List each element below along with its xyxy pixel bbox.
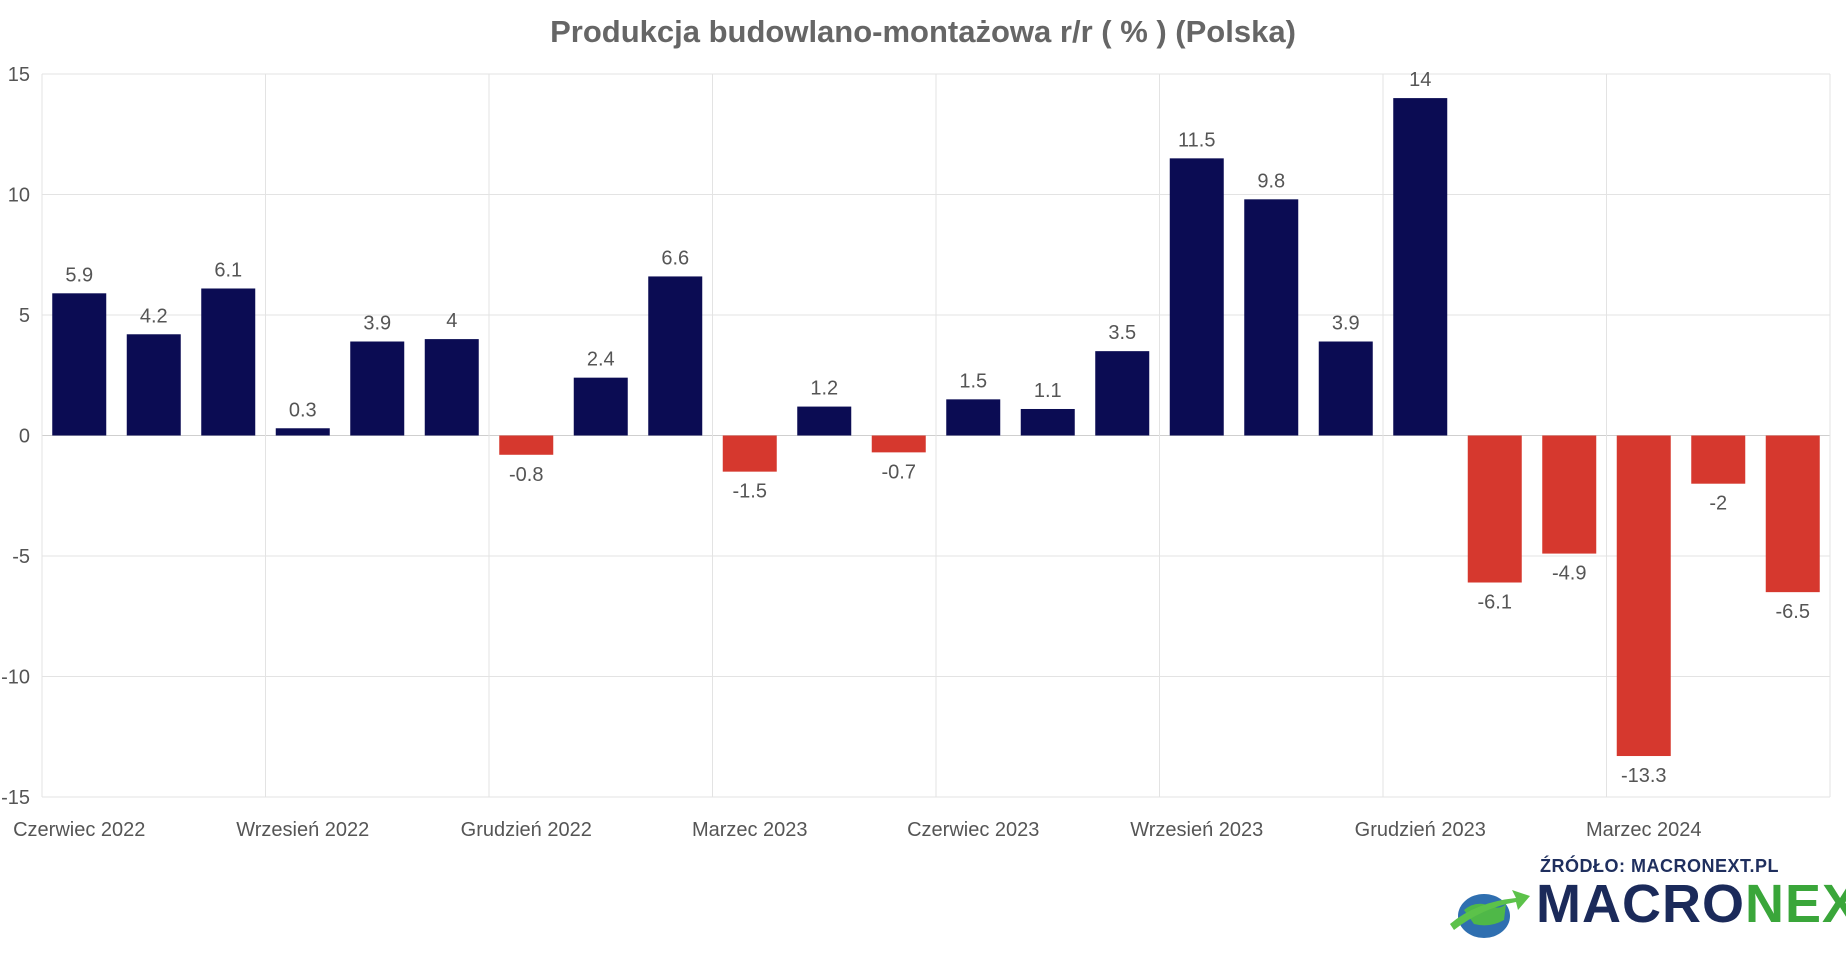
y-tick-label: 15: [8, 64, 30, 86]
x-tick-label: Czerwiec 2022: [13, 819, 145, 841]
data-label-4: 3.9: [363, 313, 391, 335]
data-label-8: 6.6: [661, 247, 689, 269]
bar-22: [1691, 435, 1746, 484]
x-tick-label: Grudzień 2022: [461, 819, 592, 841]
bar-20: [1542, 435, 1597, 554]
bar-14: [1095, 351, 1150, 436]
data-label-11: -0.7: [882, 461, 916, 483]
logo-globe-icon: [1450, 890, 1530, 938]
bar-3: [275, 428, 330, 436]
bar-9: [722, 435, 777, 472]
bar-5: [424, 339, 479, 436]
bar-7: [573, 377, 628, 436]
bar-0: [52, 293, 107, 436]
x-tick-label: Wrzesień 2023: [1130, 819, 1263, 841]
data-label-17: 3.9: [1332, 313, 1360, 335]
chart-title: Produkcja budowlano-montażowa r/r ( % ) …: [550, 14, 1296, 49]
grid-lines: [41, 73, 1831, 798]
x-tick-label: Wrzesień 2022: [236, 819, 369, 841]
bar-4: [350, 341, 405, 436]
y-tick-label: 10: [8, 185, 30, 207]
bar-17: [1318, 341, 1373, 436]
data-label-7: 2.4: [587, 349, 615, 371]
data-label-13: 1.1: [1034, 380, 1062, 402]
data-label-15: 11.5: [1178, 129, 1215, 151]
data-labels: 5.9 4.2 6.1 0.3 3.9 4 -0.8 2.4 6.6 -1.5 1.2 -0.7 1.5…: [65, 69, 1810, 787]
data-label-10: 1.2: [810, 378, 838, 400]
bar-12: [946, 399, 1001, 436]
bar-13: [1020, 408, 1075, 436]
data-label-16: 9.8: [1257, 170, 1285, 192]
bar-23: [1765, 435, 1820, 593]
data-label-14: 3.5: [1108, 322, 1136, 344]
bar-15: [1169, 158, 1224, 436]
bar-19: [1467, 435, 1522, 583]
data-label-22: -2: [1709, 493, 1727, 515]
bar-11: [871, 435, 926, 453]
bar-1: [126, 334, 181, 436]
y-tick-label: 5: [19, 305, 30, 327]
y-tick-label: -5: [12, 546, 30, 568]
bars: [52, 98, 1820, 757]
logo-wordmark: MACRONEXT: [1536, 874, 1846, 934]
data-label-12: 1.5: [959, 370, 987, 392]
bar-2: [201, 288, 256, 436]
logo-text-next: NEXT: [1744, 874, 1846, 934]
bar-16: [1244, 199, 1299, 436]
x-tick-label: Marzec 2024: [1586, 819, 1702, 841]
logo-text-macro: MACRO: [1536, 874, 1745, 934]
data-label-1: 4.2: [140, 305, 168, 327]
y-tick-label: 0: [19, 426, 30, 448]
data-label-20: -4.9: [1552, 563, 1586, 585]
x-axis-ticks: Czerwiec 2022 Wrzesień 2022 Grudzień 2022 M…: [13, 819, 1701, 841]
data-label-2: 6.1: [214, 259, 242, 281]
source-label: ŹRÓDŁO: MACRONEXT.PL: [1540, 856, 1779, 876]
data-label-18: 14: [1409, 69, 1431, 91]
data-label-3: 0.3: [289, 399, 317, 421]
data-label-19: -6.1: [1478, 592, 1512, 614]
data-label-0: 5.9: [65, 264, 93, 286]
y-axis-ticks: 15 10 5 0 -5 -10 -15: [1, 64, 30, 809]
bar-18: [1393, 98, 1448, 436]
x-tick-label: Czerwiec 2023: [907, 819, 1039, 841]
macronext-logo: MACRONEXT: [1446, 868, 1846, 948]
data-label-6: -0.8: [509, 464, 543, 486]
y-tick-label: -10: [1, 667, 30, 689]
x-tick-label: Grudzień 2023: [1355, 819, 1486, 841]
bar-10: [797, 406, 852, 436]
data-label-21: -13.3: [1621, 765, 1667, 787]
data-label-5: 4: [446, 310, 457, 332]
bar-6: [499, 435, 554, 455]
data-label-23: -6.5: [1776, 601, 1810, 623]
bar-8: [648, 276, 703, 436]
y-tick-label: -15: [1, 787, 30, 809]
bar-21: [1616, 435, 1671, 757]
x-tick-label: Marzec 2023: [692, 819, 808, 841]
data-label-9: -1.5: [733, 481, 767, 503]
